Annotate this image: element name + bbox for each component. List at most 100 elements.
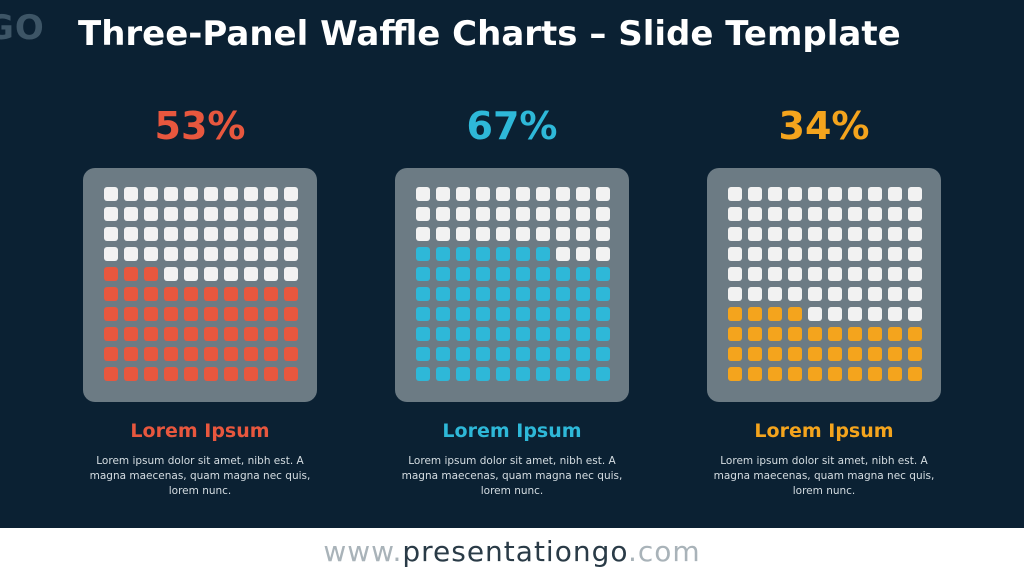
waffle-cell <box>768 367 782 381</box>
panel-description: Lorem ipsum dolor sit amet, nibh est. A … <box>713 455 935 497</box>
waffle-cell <box>436 287 450 301</box>
waffle-cell <box>536 327 550 341</box>
waffle-cell <box>768 207 782 221</box>
waffle-cell <box>788 267 802 281</box>
waffle-cell <box>576 367 590 381</box>
waffle-cell <box>576 287 590 301</box>
waffle-cell <box>284 347 298 361</box>
waffle-cell <box>164 187 178 201</box>
waffle-cell <box>556 307 570 321</box>
waffle-cell <box>124 327 138 341</box>
waffle-cell <box>556 207 570 221</box>
waffle-cell <box>596 187 610 201</box>
waffle-cell <box>536 287 550 301</box>
waffle-cell <box>576 347 590 361</box>
waffle-cell <box>104 247 118 261</box>
waffle-cell <box>496 187 510 201</box>
waffle-cell <box>104 267 118 281</box>
waffle-cell <box>476 267 490 281</box>
waffle-cell <box>224 187 238 201</box>
waffle-cell <box>848 207 862 221</box>
waffle-cell <box>788 207 802 221</box>
waffle-cell <box>204 207 218 221</box>
waffle-cell <box>104 327 118 341</box>
waffle-cell <box>124 367 138 381</box>
waffle-cell <box>556 327 570 341</box>
waffle-cell <box>144 367 158 381</box>
waffle-cell <box>788 327 802 341</box>
waffle-cell <box>144 247 158 261</box>
waffle-cell <box>908 287 922 301</box>
waffle-cell <box>456 287 470 301</box>
waffle-cell <box>124 227 138 241</box>
waffle-panel-2: 67% Lorem Ipsum Lorem ipsum dolor sit am… <box>395 100 629 510</box>
waffle-cell <box>144 207 158 221</box>
waffle-cell <box>284 367 298 381</box>
waffle-grid <box>416 187 610 381</box>
waffle-cell <box>204 347 218 361</box>
waffle-cell <box>436 267 450 281</box>
waffle-cell <box>184 367 198 381</box>
waffle-cell <box>184 207 198 221</box>
waffle-cell <box>596 267 610 281</box>
waffle-cell <box>184 287 198 301</box>
waffle-cell <box>456 367 470 381</box>
waffle-cell <box>516 367 530 381</box>
footer-url[interactable]: www.presentationgo.com <box>0 528 1024 576</box>
waffle-cell <box>888 347 902 361</box>
waffle-cell <box>728 227 742 241</box>
waffle-cell <box>596 207 610 221</box>
waffle-cell <box>888 327 902 341</box>
waffle-cell <box>104 227 118 241</box>
waffle-cell <box>768 287 782 301</box>
waffle-cell <box>596 227 610 241</box>
waffle-cell <box>144 187 158 201</box>
waffle-cell <box>416 247 430 261</box>
waffle-cell <box>436 367 450 381</box>
waffle-cell <box>204 367 218 381</box>
waffle-cell <box>284 247 298 261</box>
waffle-cell <box>748 247 762 261</box>
waffle-cell <box>496 347 510 361</box>
waffle-box <box>707 168 941 402</box>
waffle-cell <box>768 267 782 281</box>
waffle-cell <box>516 187 530 201</box>
waffle-cell <box>868 307 882 321</box>
waffle-cell <box>164 307 178 321</box>
waffle-cell <box>476 287 490 301</box>
waffle-cell <box>476 227 490 241</box>
waffle-cell <box>516 227 530 241</box>
waffle-cell <box>808 367 822 381</box>
waffle-cell <box>808 267 822 281</box>
waffle-cell <box>848 267 862 281</box>
footer-prefix: www. <box>323 535 403 568</box>
waffle-cell <box>596 247 610 261</box>
waffle-cell <box>728 327 742 341</box>
waffle-cell <box>476 247 490 261</box>
waffle-cell <box>808 347 822 361</box>
waffle-cell <box>556 247 570 261</box>
waffle-cell <box>828 347 842 361</box>
footer-brand: presentationgo <box>402 535 628 568</box>
waffle-cell <box>184 347 198 361</box>
waffle-cell <box>808 207 822 221</box>
waffle-cell <box>436 347 450 361</box>
waffle-cell <box>576 267 590 281</box>
waffle-cell <box>164 367 178 381</box>
waffle-cell <box>264 187 278 201</box>
waffle-cell <box>476 307 490 321</box>
waffle-cell <box>888 287 902 301</box>
waffle-cell <box>124 347 138 361</box>
waffle-cell <box>244 367 258 381</box>
waffle-cell <box>576 207 590 221</box>
waffle-cell <box>224 367 238 381</box>
waffle-cell <box>456 307 470 321</box>
waffle-cell <box>184 247 198 261</box>
waffle-cell <box>416 187 430 201</box>
waffle-cell <box>888 367 902 381</box>
waffle-cell <box>596 287 610 301</box>
panel-description: Lorem ipsum dolor sit amet, nibh est. A … <box>401 455 623 497</box>
waffle-cell <box>416 207 430 221</box>
waffle-cell <box>888 267 902 281</box>
waffle-cell <box>104 287 118 301</box>
